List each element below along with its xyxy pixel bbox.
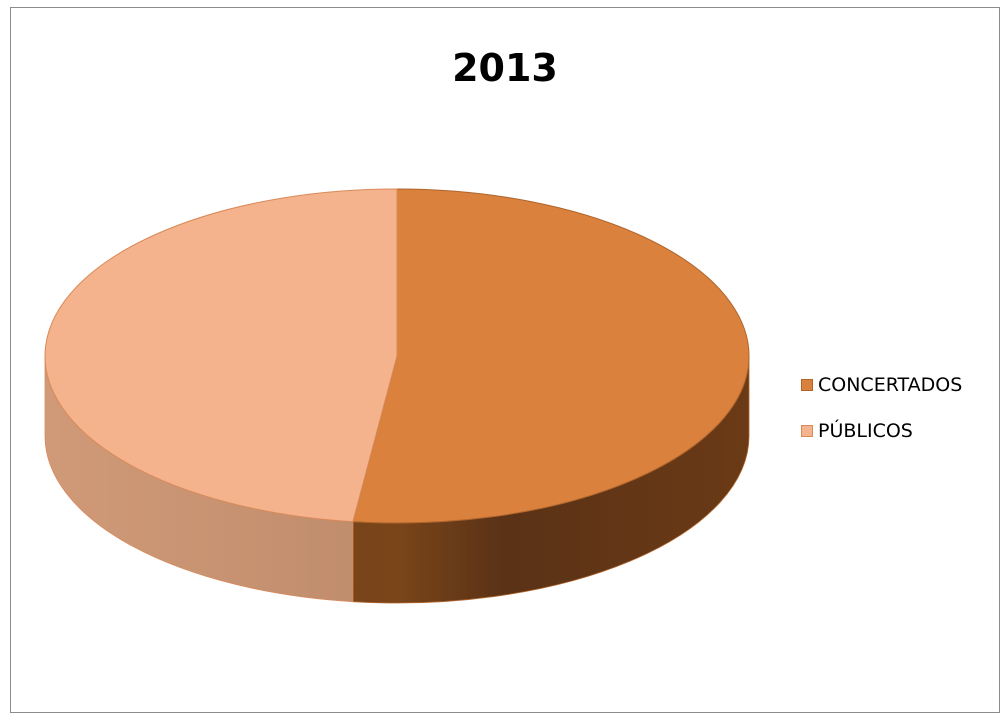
pie-slice-concertados — [352, 188, 750, 524]
legend-label-publicos: PÚBLICOS — [818, 420, 913, 442]
pie-tops — [44, 188, 750, 524]
legend-label-concertados: CONCERTADOS — [818, 374, 963, 396]
legend-swatch-concertados — [801, 379, 813, 391]
legend-swatch-publicos — [801, 425, 813, 437]
legend-item-publicos: PÚBLICOS — [801, 416, 962, 446]
pie-slice-publicos — [44, 188, 398, 523]
chart-title: 2013 — [452, 46, 558, 90]
legend: CONCERTADOS PÚBLICOS — [801, 370, 962, 462]
legend-item-concertados: CONCERTADOS — [801, 370, 962, 400]
